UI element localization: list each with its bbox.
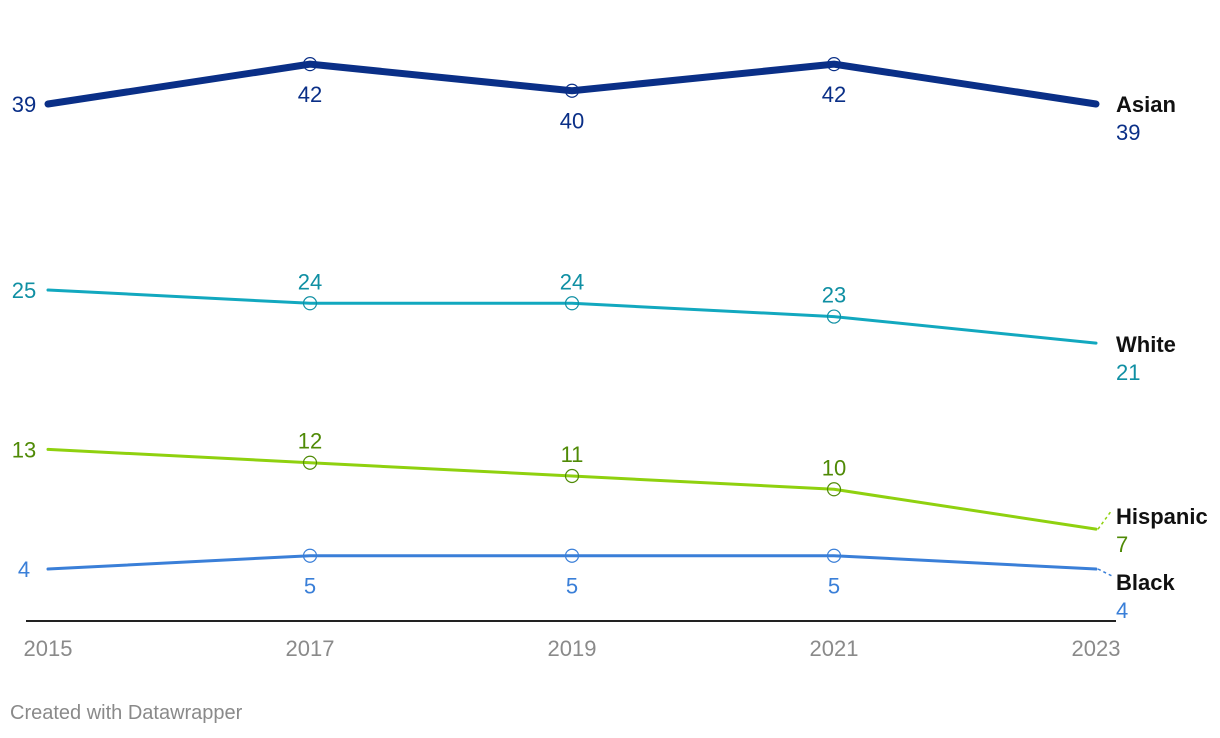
datawrapper-credit: Created with Datawrapper [10, 702, 243, 724]
data-point-marker [826, 57, 842, 72]
data-value-label: 42 [298, 82, 322, 107]
series-black: 4 5 5 5 4 Black [18, 548, 1175, 623]
data-value-label: 7 [1116, 532, 1128, 557]
data-value-label: 5 [566, 574, 578, 599]
data-value-label: 25 [12, 278, 36, 303]
data-point-marker [826, 482, 842, 497]
data-value-label: 4 [18, 557, 30, 582]
x-tick-label: 2017 [286, 636, 335, 661]
data-value-label: 4 [1116, 598, 1128, 623]
series-line [44, 60, 1100, 108]
series-name-label: Hispanic [1116, 504, 1208, 529]
series-name-label: Black [1116, 570, 1175, 595]
series-line [46, 554, 1098, 571]
series-white: 25 24 24 23 21 White [12, 269, 1176, 385]
data-value-label: 11 [561, 442, 584, 467]
data-value-label: 39 [1116, 120, 1140, 145]
x-tick-label: 2021 [810, 636, 859, 661]
series-asian: 39 42 40 42 39 Asian [12, 57, 1176, 145]
data-point-marker [302, 57, 318, 72]
data-point-marker [564, 468, 580, 484]
data-value-label: 5 [828, 574, 840, 599]
data-value-label: 24 [560, 269, 584, 294]
data-value-label: 39 [12, 92, 36, 117]
series-line [46, 288, 1098, 345]
label-connector [1097, 568, 1113, 577]
data-point-marker [302, 548, 318, 563]
series-name-label: White [1116, 332, 1176, 357]
data-point-marker [564, 548, 580, 563]
data-point-marker [564, 83, 580, 98]
data-point-marker [826, 548, 842, 563]
data-value-label: 42 [822, 82, 846, 107]
data-point-marker [302, 296, 318, 311]
data-value-label: 5 [304, 574, 316, 599]
data-value-label: 10 [822, 455, 846, 480]
x-tick-label: 2023 [1072, 636, 1121, 661]
x-tick-label: 2015 [24, 636, 73, 661]
data-value-label: 23 [822, 283, 846, 308]
series-hispanic: 13 12 11 10 7 Hispanic [12, 429, 1208, 557]
data-value-label: 13 [12, 437, 36, 462]
series-line [46, 447, 1098, 531]
data-point-marker [826, 309, 842, 324]
label-connector [1097, 509, 1113, 530]
data-point-marker [564, 296, 580, 311]
data-value-label: 12 [298, 429, 322, 454]
data-value-label: 21 [1116, 360, 1140, 385]
x-tick-label: 2019 [548, 636, 597, 661]
data-value-label: 24 [298, 269, 322, 294]
data-value-label: 40 [560, 109, 584, 134]
series-name-label: Asian [1116, 92, 1176, 117]
data-point-marker [302, 455, 318, 470]
